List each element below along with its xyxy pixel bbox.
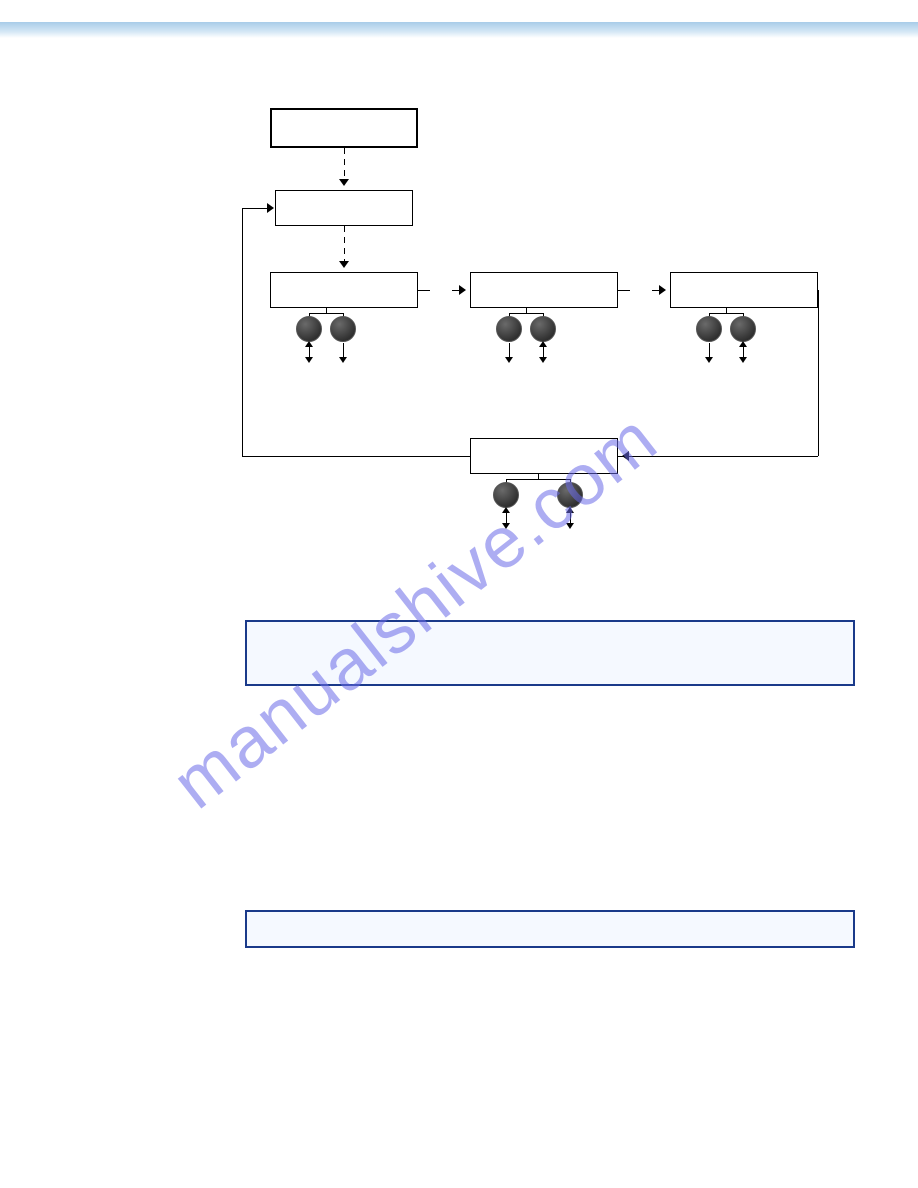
edge-segment <box>343 343 344 358</box>
info-box-box1 <box>245 620 855 686</box>
knob-icon <box>530 316 556 342</box>
flow-node-n4 <box>670 272 818 308</box>
knob-icon <box>730 316 756 342</box>
edge-segment <box>418 290 430 291</box>
arrowhead-icon <box>539 357 547 363</box>
knob-icon <box>330 316 356 342</box>
arrowhead-icon <box>267 203 274 213</box>
edge-segment <box>309 313 343 314</box>
flow-node-n1 <box>275 190 413 226</box>
knob-icon <box>557 482 583 508</box>
edge-segment <box>344 170 345 176</box>
edge-segment <box>242 208 243 456</box>
arrowhead-icon <box>459 285 466 295</box>
arrowhead-icon <box>339 357 347 363</box>
arrowhead-icon <box>502 523 510 529</box>
edge-segment <box>344 237 345 243</box>
arrowhead-icon <box>539 341 547 347</box>
edge-segment <box>818 290 819 456</box>
edge-segment <box>344 148 345 154</box>
edge-segment <box>344 248 345 254</box>
edge-segment <box>709 313 743 314</box>
knob-icon <box>696 316 722 342</box>
edge-segment <box>709 343 710 358</box>
edge-segment <box>509 343 510 358</box>
header-gradient-bar <box>0 22 918 38</box>
edge-segment <box>509 313 543 314</box>
edge-segment <box>618 290 630 291</box>
knob-icon <box>496 316 522 342</box>
arrowhead-icon <box>622 451 629 461</box>
arrowhead-icon <box>305 357 313 363</box>
flow-node-n3 <box>470 272 618 308</box>
arrowhead-icon <box>705 357 713 363</box>
edge-segment <box>344 226 345 232</box>
arrowhead-icon <box>739 357 747 363</box>
flow-node-n2 <box>270 272 418 308</box>
flow-node-n5 <box>470 438 618 474</box>
arrowhead-icon <box>566 523 574 529</box>
edge-segment <box>344 159 345 165</box>
edge-segment <box>506 479 570 480</box>
flow-node-start <box>270 108 418 148</box>
arrowhead-icon <box>739 341 747 347</box>
knob-icon <box>493 482 519 508</box>
edge-segment <box>618 456 818 457</box>
edge-segment <box>242 456 470 457</box>
arrowhead-icon <box>505 357 513 363</box>
arrowhead-icon <box>502 507 510 513</box>
knob-icon <box>296 316 322 342</box>
arrowhead-icon <box>566 507 574 513</box>
flowchart-diagram <box>0 100 918 540</box>
arrowhead-icon <box>339 179 349 186</box>
info-box-box2 <box>245 910 855 948</box>
arrowhead-icon <box>305 341 313 347</box>
arrowhead-icon <box>659 285 666 295</box>
arrowhead-icon <box>339 261 349 268</box>
